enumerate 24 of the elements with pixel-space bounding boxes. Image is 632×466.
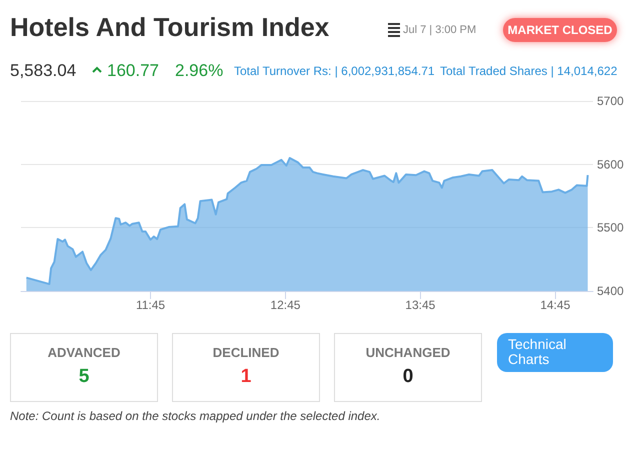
x-tick-label: 11:45 [136, 298, 166, 312]
x-tick-label: 13:45 [405, 298, 436, 312]
text: Total Turnover Rs: | 6,002,931,854.71 [234, 64, 435, 78]
text: 160.77 [107, 61, 159, 81]
text: ADVANCED [46, 345, 122, 360]
text: Total Traded Shares | 14,014,622 [440, 64, 618, 78]
text: 5 [78, 366, 90, 388]
y-tick-label: 5500 [597, 220, 624, 235]
y-tick-label: 5400 [597, 284, 624, 298]
text: Jul 7 | 3:00 PM [403, 24, 476, 36]
text: 1 [240, 366, 252, 388]
text: 5,583.04 [10, 61, 76, 81]
button: Technical Charts [497, 333, 613, 372]
y-tick-label: 5600 [597, 157, 624, 172]
text: 0 [402, 366, 414, 388]
text: 2.96% [175, 61, 224, 81]
text: UNCHANGED [364, 345, 452, 360]
x-tick-label: 12:45 [270, 298, 301, 312]
y-tick-label: 5700 [597, 94, 624, 108]
x-tick-label: 14:45 [540, 298, 571, 312]
chart-title: Hotels And Tourism Index [10, 12, 330, 43]
text: MARKET CLOSED [503, 18, 617, 42]
text: Note: Count is based on the stocks mapped under the selected index. [10, 409, 380, 423]
text: DECLINED [212, 345, 280, 360]
